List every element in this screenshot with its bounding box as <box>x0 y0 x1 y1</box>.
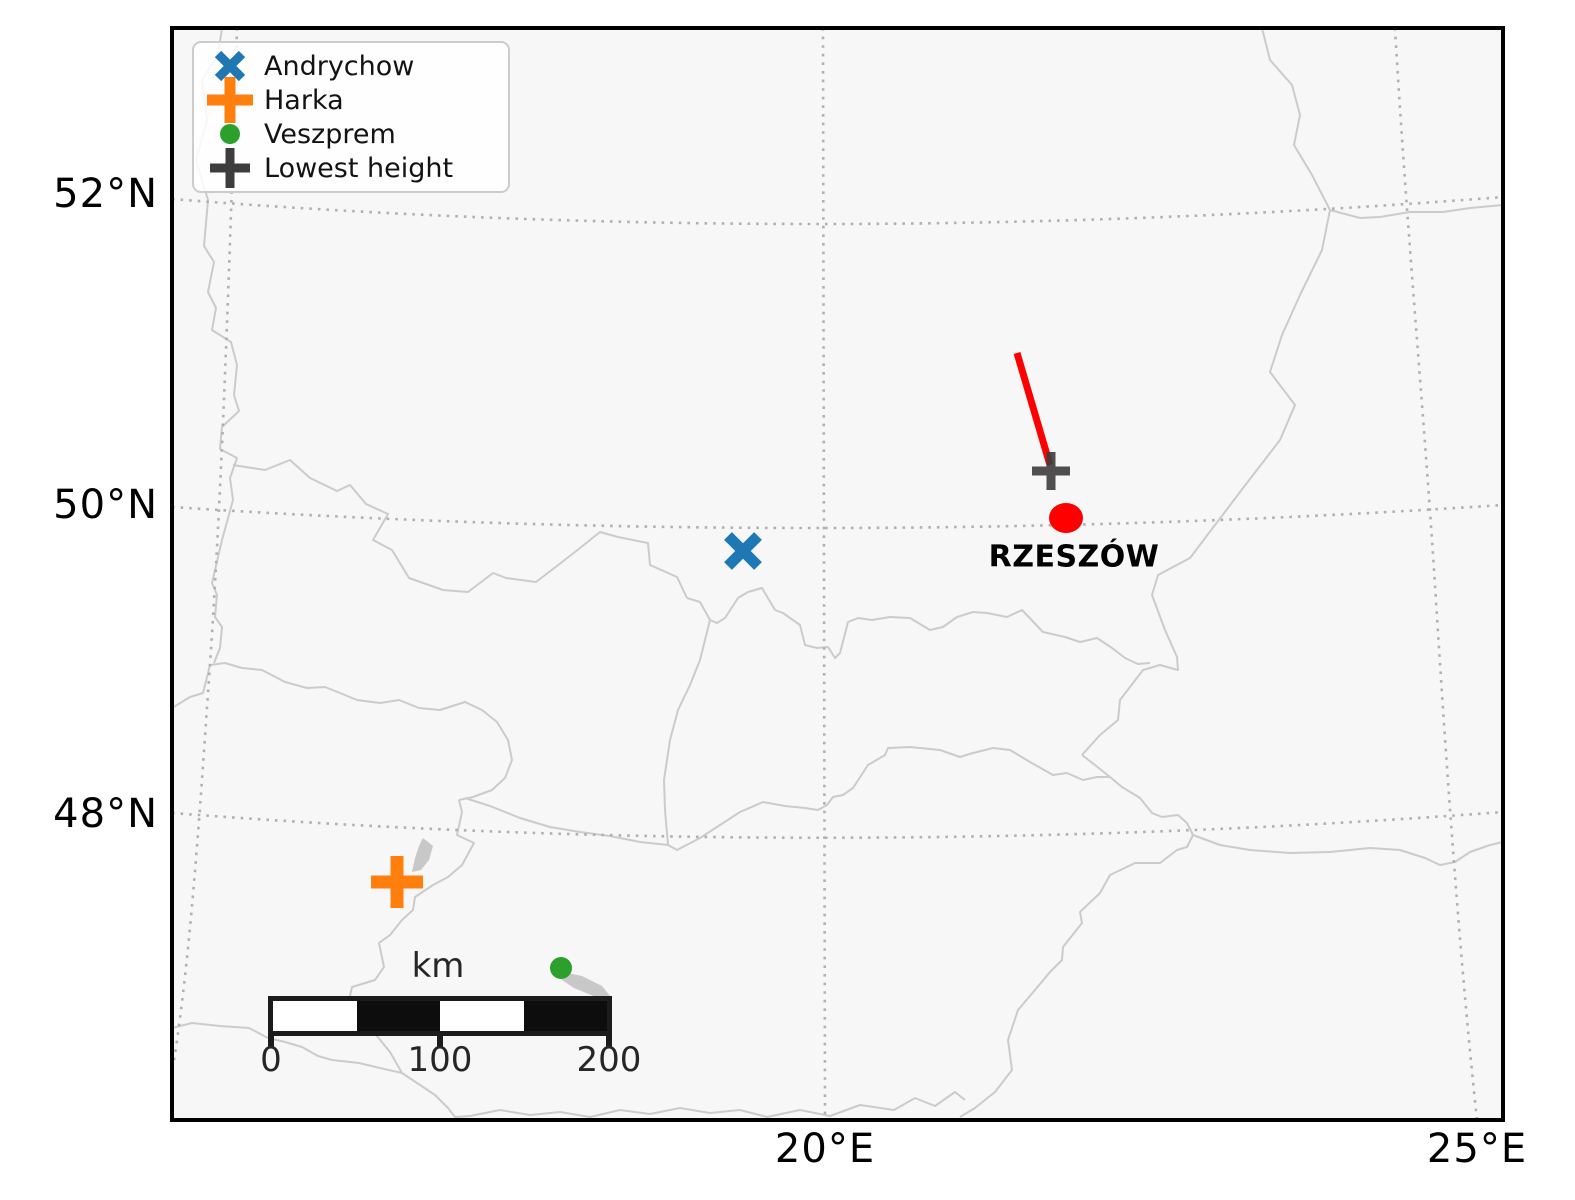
lat-tick-48n: 48°N <box>53 791 158 837</box>
lake-balaton <box>562 972 610 997</box>
meridian-25e <box>1393 28 1479 1120</box>
lat-tick-52n: 52°N <box>53 171 158 217</box>
scalebar <box>268 996 612 1036</box>
harka-marker <box>371 856 423 908</box>
scalebar-tick <box>606 1033 612 1047</box>
border-line <box>1192 834 1503 866</box>
legend-item-lowest-height: Lowest height <box>204 148 498 188</box>
lon-tick-25e: 25°E <box>1426 1126 1528 1172</box>
x-icon <box>214 50 246 82</box>
scalebar-unit-label: km <box>411 946 465 986</box>
scalebar-number-0: 0 <box>260 1040 282 1080</box>
plot-background <box>172 28 1503 1120</box>
legend-item-harka: Harka <box>204 77 498 123</box>
border-line <box>1081 28 1331 756</box>
meridian-20e <box>821 28 827 1120</box>
legend: Andrychow Harka Veszprem Lowest height <box>192 41 510 193</box>
legend-item-veszprem: Veszprem <box>204 117 498 151</box>
border-line <box>464 746 1110 851</box>
lat-tick-50n: 50°N <box>53 482 158 528</box>
dot-icon <box>220 124 240 144</box>
border-line <box>959 754 1194 1118</box>
trajectory-line <box>1013 352 1054 466</box>
andrychow-marker <box>724 532 762 570</box>
scalebar-segment <box>440 1001 524 1031</box>
border-line <box>172 662 513 801</box>
scalebar-segment <box>273 1001 357 1031</box>
scalebar-segment <box>356 1001 440 1031</box>
border-line <box>1329 204 1503 219</box>
border-line <box>686 587 1151 665</box>
plot-frame <box>170 26 1505 1122</box>
scalebar-number-200: 200 <box>576 1040 642 1080</box>
meridian-15e <box>172 28 239 1061</box>
legend-label: Lowest height <box>264 152 454 184</box>
plus-icon <box>207 77 253 123</box>
plus-icon <box>210 148 250 188</box>
graticule-gridlines <box>172 28 1503 1120</box>
scalebar-tick <box>437 1033 443 1047</box>
veszprem-marker <box>550 957 572 979</box>
legend-label: Andrychow <box>264 50 415 82</box>
border-line <box>663 619 711 846</box>
lake-ferto <box>412 838 433 872</box>
legend-item-andrychow: Andrychow <box>204 49 498 83</box>
rzeszow-marker <box>1049 503 1083 533</box>
lowest-height-marker <box>1032 452 1070 490</box>
legend-label: Veszprem <box>264 118 396 150</box>
lakes <box>412 838 610 997</box>
border-line <box>172 1022 966 1118</box>
scalebar-segment <box>523 1001 607 1031</box>
border-line <box>232 459 688 599</box>
lon-tick-20e: 20°E <box>774 1126 876 1172</box>
scalebar-number-100: 100 <box>407 1040 473 1080</box>
city-label-rzeszow: RZESZÓW <box>988 539 1160 575</box>
scalebar-tick <box>268 1033 274 1047</box>
legend-label: Harka <box>264 84 344 116</box>
country-borders <box>172 28 1503 1118</box>
